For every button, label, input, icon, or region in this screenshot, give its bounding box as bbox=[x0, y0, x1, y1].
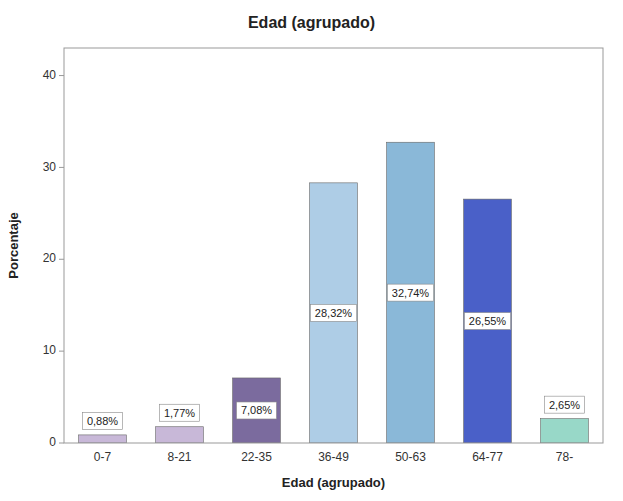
y-tick-label: 30 bbox=[43, 160, 57, 174]
data-label: 0,88% bbox=[83, 412, 123, 429]
data-label-text: 28,32% bbox=[315, 307, 353, 319]
data-label: 28,32% bbox=[310, 304, 356, 321]
chart-title: Edad (agrupado) bbox=[248, 14, 375, 31]
data-label-box bbox=[310, 304, 356, 321]
data-label-box bbox=[237, 402, 277, 419]
x-axis: 0-7 8-21 22-35 36-49 50-63 64-77 78- bbox=[94, 450, 573, 464]
data-label-text: 1,77% bbox=[164, 407, 195, 419]
y-axis: 0 10 20 30 40 bbox=[43, 68, 64, 449]
data-label-box bbox=[387, 284, 433, 301]
data-label: 7,08% bbox=[237, 402, 277, 419]
x-tick-label: 8-21 bbox=[167, 450, 191, 464]
bar bbox=[464, 199, 512, 443]
data-label-box bbox=[464, 313, 510, 330]
data-label: 32,74% bbox=[387, 284, 433, 301]
x-tick-label: 36-49 bbox=[318, 450, 349, 464]
bar bbox=[79, 435, 127, 443]
x-tick-label: 78- bbox=[556, 450, 573, 464]
y-tick bbox=[59, 351, 64, 352]
data-label-text: 7,08% bbox=[241, 404, 272, 416]
bar bbox=[310, 183, 358, 443]
data-label-text: 26,55% bbox=[469, 315, 507, 327]
x-tick-label: 64-77 bbox=[472, 450, 503, 464]
y-tick bbox=[59, 167, 64, 168]
x-axis-label: Edad (agrupado) bbox=[282, 475, 385, 490]
bars bbox=[79, 142, 589, 443]
bar bbox=[233, 378, 281, 443]
y-tick bbox=[59, 75, 64, 76]
y-tick-label: 10 bbox=[43, 343, 57, 357]
x-tick-label: 22-35 bbox=[241, 450, 272, 464]
data-label-text: 0,88% bbox=[87, 415, 118, 427]
data-labels: 0,88% 1,77% 7,08% 28,32% 32,74% 26,55% 2,65% bbox=[83, 284, 585, 429]
y-tick-label: 20 bbox=[43, 251, 57, 265]
y-tick bbox=[59, 443, 64, 444]
data-label: 26,55% bbox=[464, 313, 510, 330]
x-tick-label: 50-63 bbox=[395, 450, 426, 464]
y-tick bbox=[59, 259, 64, 260]
bar bbox=[541, 419, 589, 443]
data-label: 2,65% bbox=[545, 396, 585, 413]
data-label-box bbox=[545, 396, 585, 413]
data-label-box bbox=[83, 412, 123, 429]
data-label: 1,77% bbox=[160, 404, 200, 421]
y-axis-label: Porcentaje bbox=[6, 212, 21, 278]
data-label-text: 2,65% bbox=[549, 399, 580, 411]
data-label-box bbox=[160, 404, 200, 421]
y-tick-label: 40 bbox=[43, 68, 57, 82]
y-tick-label: 0 bbox=[49, 435, 56, 449]
x-tick-label: 0-7 bbox=[94, 450, 112, 464]
plot-frame bbox=[64, 48, 603, 443]
bar bbox=[156, 427, 204, 443]
bar bbox=[387, 142, 435, 443]
chart-svg: 0102030400-78-2122-3536-4950-6364-7778-0… bbox=[0, 0, 623, 501]
chart-container: 0102030400-78-2122-3536-4950-6364-7778-0… bbox=[0, 0, 623, 501]
data-label-text: 32,74% bbox=[392, 287, 430, 299]
